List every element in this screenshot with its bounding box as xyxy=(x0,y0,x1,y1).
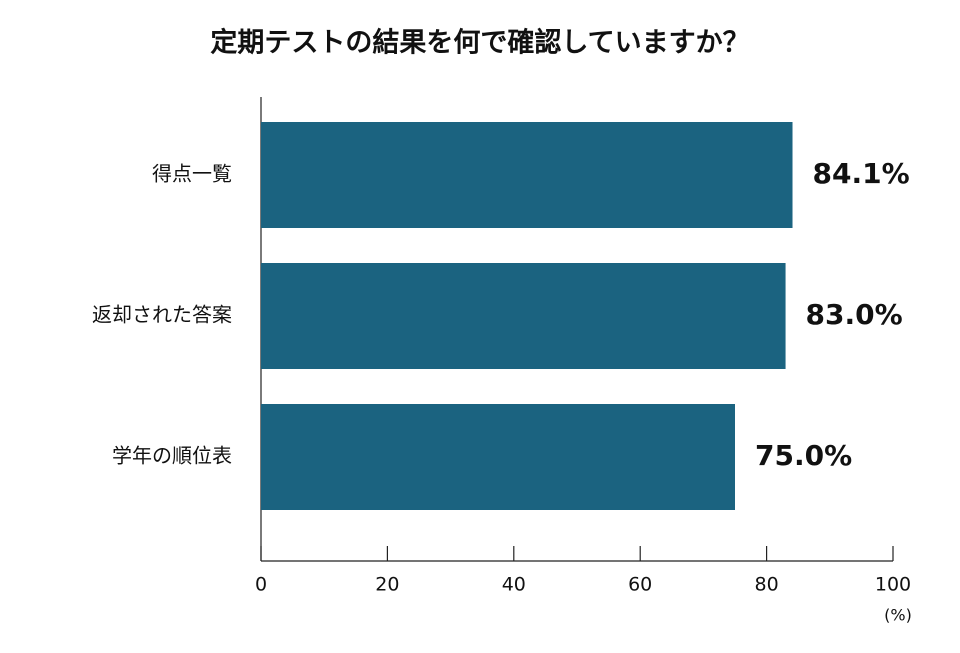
y-tick-label: 返却された答案 xyxy=(92,303,232,327)
value-label: 84.1% xyxy=(813,157,910,190)
bar xyxy=(261,404,735,510)
bar xyxy=(261,263,786,369)
x-axis-label: (%) xyxy=(884,606,912,625)
x-tick-label: 0 xyxy=(255,574,267,596)
bar xyxy=(261,122,793,228)
y-tick-label: 得点一覧 xyxy=(152,162,232,186)
x-tick-label: 20 xyxy=(375,574,399,596)
x-tick-label: 40 xyxy=(502,574,526,596)
value-label: 75.0% xyxy=(755,439,852,472)
chart-title: 定期テストの結果を何で確認していますか？ xyxy=(210,27,749,59)
y-tick-label: 学年の順位表 xyxy=(112,444,232,468)
x-tick-label: 80 xyxy=(755,574,779,596)
x-tick-label: 100 xyxy=(875,574,911,596)
value-label: 83.0% xyxy=(806,298,903,331)
x-tick-label: 60 xyxy=(628,574,652,596)
